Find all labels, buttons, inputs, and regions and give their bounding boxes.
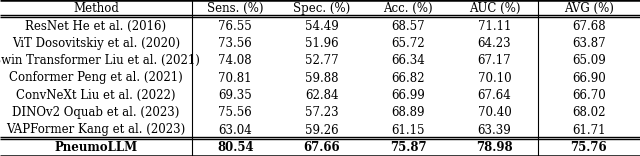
Text: PneumoLLM: PneumoLLM <box>54 141 138 154</box>
Text: 74.08: 74.08 <box>218 54 252 67</box>
Text: 67.64: 67.64 <box>477 89 511 102</box>
Text: 70.40: 70.40 <box>477 106 511 119</box>
Text: 61.15: 61.15 <box>391 124 425 136</box>
Text: Sens. (%): Sens. (%) <box>207 2 264 15</box>
Text: 75.76: 75.76 <box>570 141 607 154</box>
Text: 52.77: 52.77 <box>305 54 339 67</box>
Text: 64.23: 64.23 <box>477 37 511 50</box>
Text: 54.49: 54.49 <box>305 20 339 32</box>
Text: 59.26: 59.26 <box>305 124 339 136</box>
Text: AVG (%): AVG (%) <box>564 2 614 15</box>
Text: 66.82: 66.82 <box>391 71 425 85</box>
Text: 67.17: 67.17 <box>477 54 511 67</box>
Text: 66.34: 66.34 <box>391 54 425 67</box>
Text: 66.99: 66.99 <box>391 89 425 102</box>
Text: 63.87: 63.87 <box>572 37 605 50</box>
Text: 59.88: 59.88 <box>305 71 339 85</box>
Text: Acc. (%): Acc. (%) <box>383 2 433 15</box>
Text: 63.04: 63.04 <box>218 124 252 136</box>
Text: VAPFormer Kang et al. (2023): VAPFormer Kang et al. (2023) <box>6 124 186 136</box>
Text: 69.35: 69.35 <box>218 89 252 102</box>
Text: 71.11: 71.11 <box>477 20 511 32</box>
Text: 70.10: 70.10 <box>477 71 511 85</box>
Text: 67.68: 67.68 <box>572 20 605 32</box>
Text: ResNet He et al. (2016): ResNet He et al. (2016) <box>26 20 166 32</box>
Text: 68.02: 68.02 <box>572 106 605 119</box>
Text: 76.55: 76.55 <box>218 20 252 32</box>
Text: 66.90: 66.90 <box>572 71 605 85</box>
Text: 75.56: 75.56 <box>218 106 252 119</box>
Text: Swin Transformer Liu et al. (2021): Swin Transformer Liu et al. (2021) <box>0 54 200 67</box>
Text: 65.09: 65.09 <box>572 54 605 67</box>
Text: DINOv2 Oquab et al. (2023): DINOv2 Oquab et al. (2023) <box>12 106 180 119</box>
Text: 66.70: 66.70 <box>572 89 605 102</box>
Text: 62.84: 62.84 <box>305 89 339 102</box>
Text: 68.57: 68.57 <box>391 20 425 32</box>
Text: 68.89: 68.89 <box>391 106 425 119</box>
Text: 78.98: 78.98 <box>476 141 513 154</box>
Text: 67.66: 67.66 <box>303 141 340 154</box>
Text: Spec. (%): Spec. (%) <box>293 2 350 15</box>
Text: 75.87: 75.87 <box>390 141 426 154</box>
Text: 63.39: 63.39 <box>477 124 511 136</box>
Text: 51.96: 51.96 <box>305 37 339 50</box>
Text: AUC (%): AUC (%) <box>468 2 520 15</box>
Text: 73.56: 73.56 <box>218 37 252 50</box>
Text: Method: Method <box>73 2 119 15</box>
Text: 80.54: 80.54 <box>217 141 253 154</box>
Text: Conformer Peng et al. (2021): Conformer Peng et al. (2021) <box>9 71 183 85</box>
Text: ViT Dosovitskiy et al. (2020): ViT Dosovitskiy et al. (2020) <box>12 37 180 50</box>
Text: ConvNeXt Liu et al. (2022): ConvNeXt Liu et al. (2022) <box>16 89 176 102</box>
Text: 65.72: 65.72 <box>391 37 425 50</box>
Text: 61.71: 61.71 <box>572 124 605 136</box>
Text: 70.81: 70.81 <box>218 71 252 85</box>
Text: 57.23: 57.23 <box>305 106 339 119</box>
